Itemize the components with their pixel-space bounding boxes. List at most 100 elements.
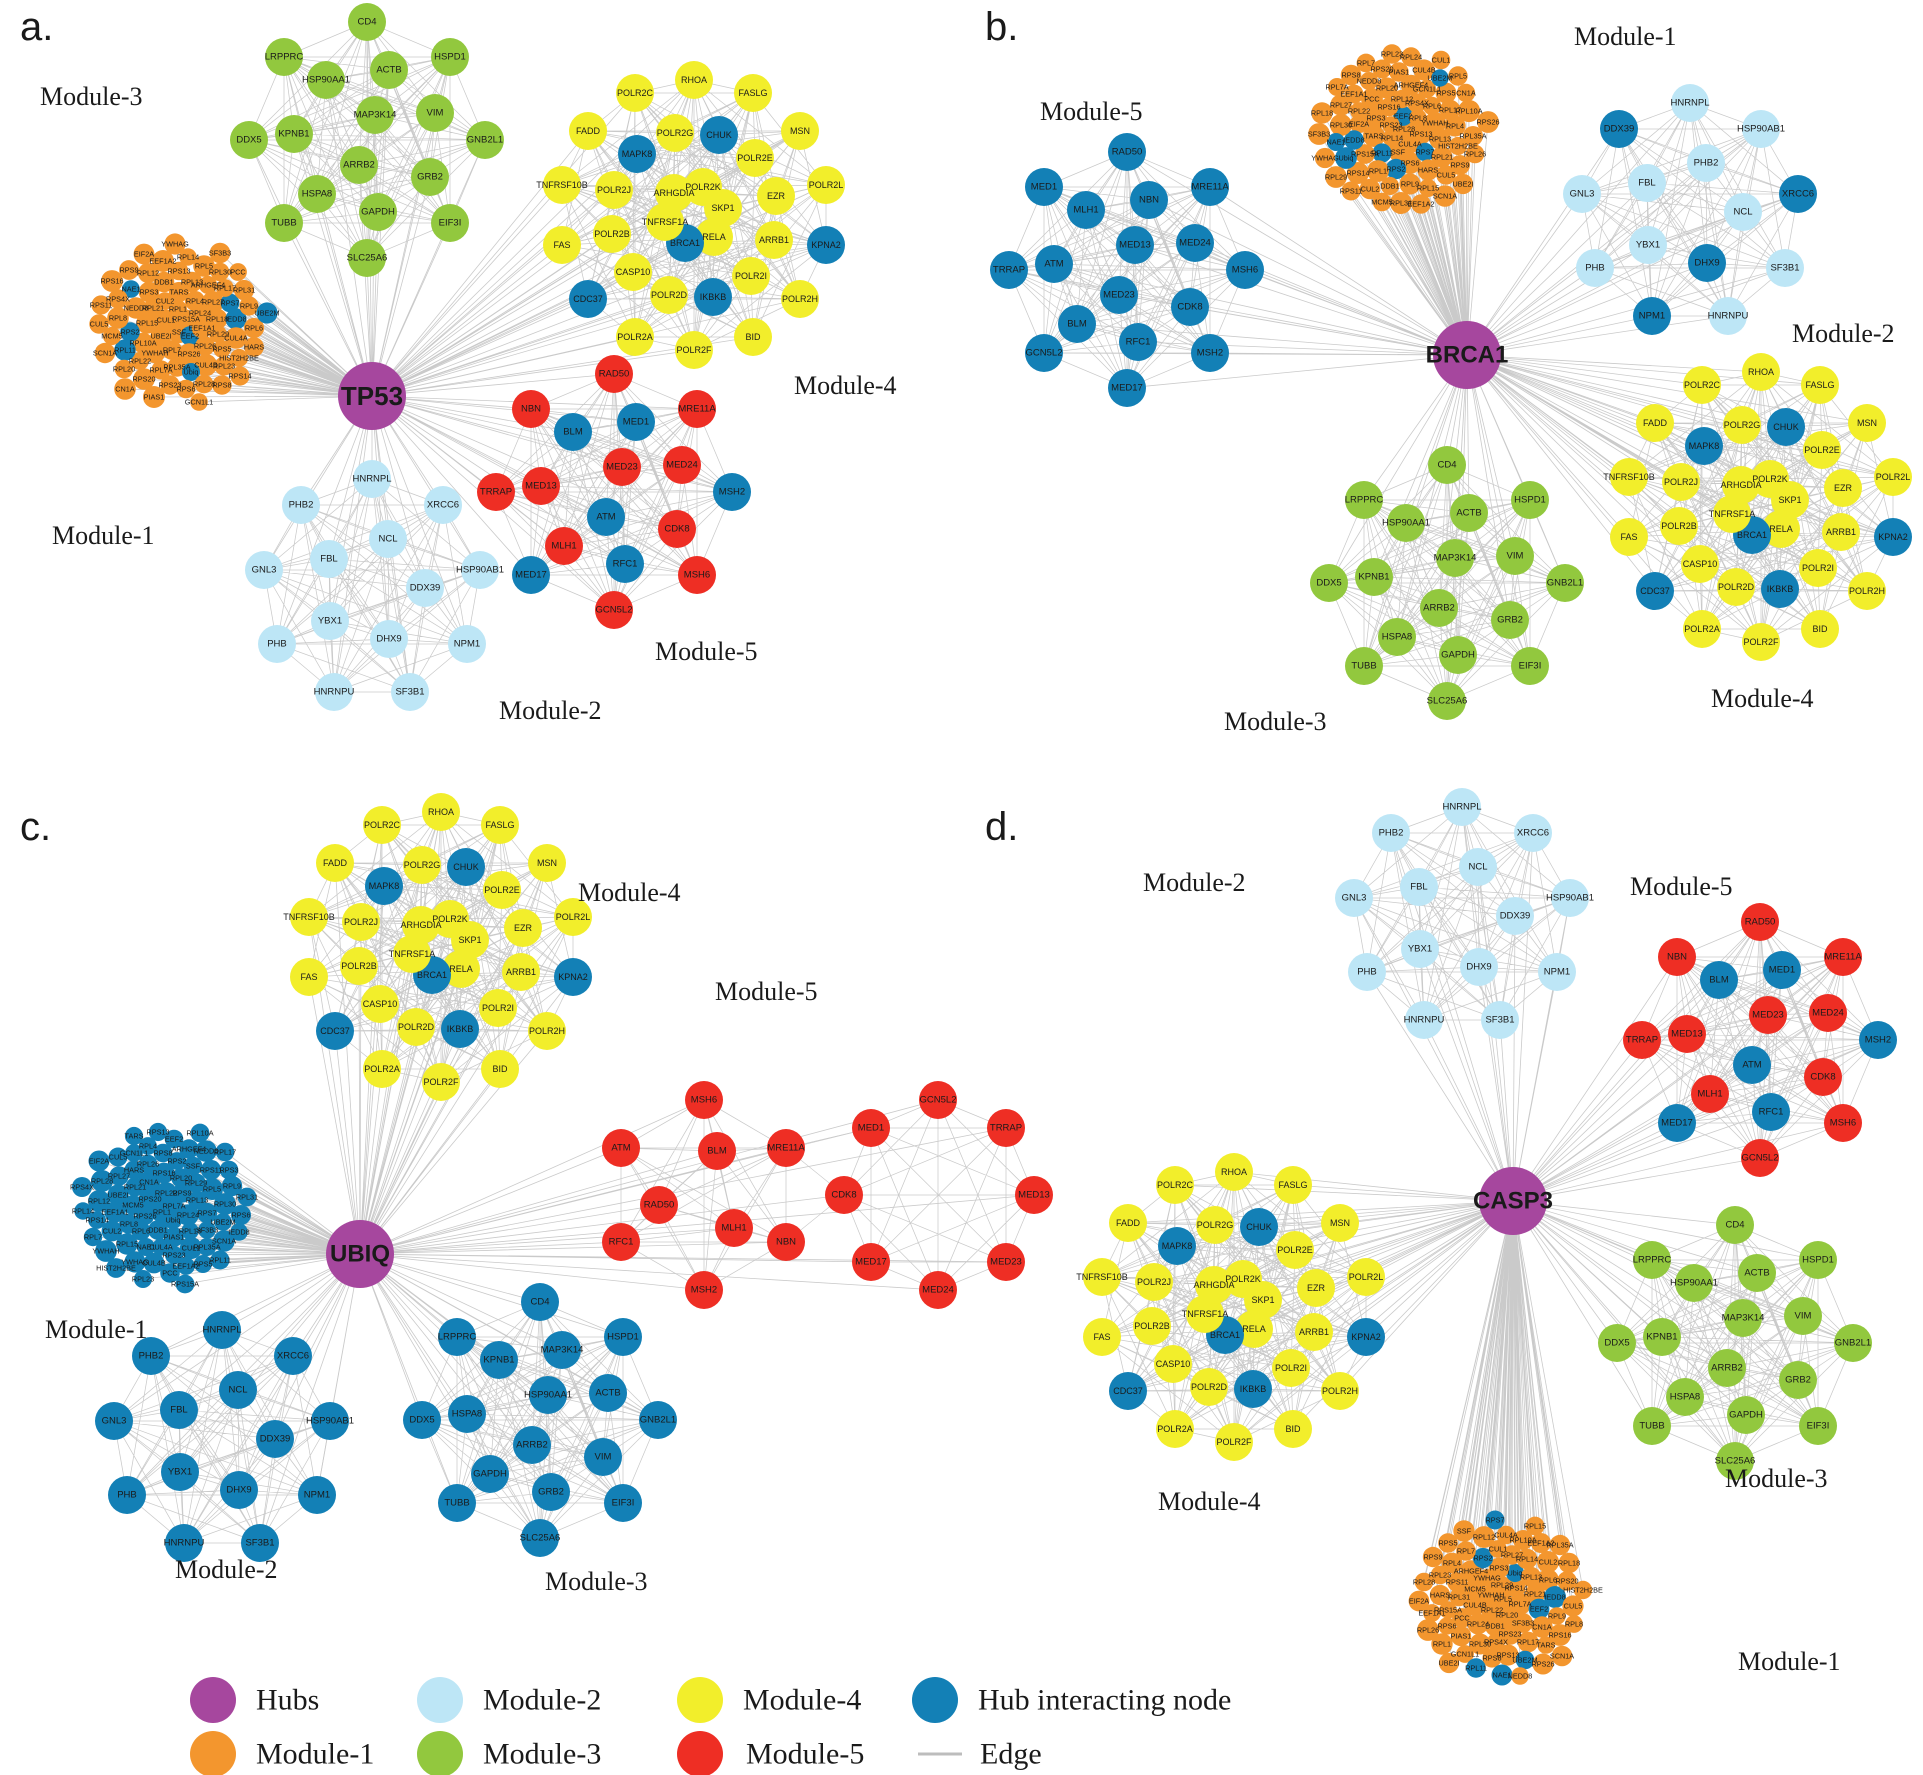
svg-text:CDK8: CDK8	[1810, 1072, 1835, 1083]
svg-text:RPL14: RPL14	[177, 253, 199, 262]
svg-text:RPL4: RPL4	[1443, 1559, 1461, 1568]
svg-text:EEF1A2: EEF1A2	[1407, 200, 1434, 209]
svg-text:FBL: FBL	[1410, 882, 1427, 893]
svg-text:RPS16: RPS16	[152, 1169, 175, 1178]
svg-text:RPL14: RPL14	[72, 1207, 94, 1216]
svg-text:HIST2H2BE: HIST2H2BE	[96, 1264, 136, 1273]
svg-text:YBX1: YBX1	[168, 1467, 192, 1478]
svg-text:POLR2C: POLR2C	[1157, 1180, 1194, 1190]
svg-text:RPL27: RPL27	[1330, 101, 1352, 110]
svg-text:RPL13: RPL13	[186, 1196, 208, 1205]
svg-text:EZR: EZR	[514, 923, 533, 933]
svg-text:MED24: MED24	[922, 1285, 954, 1296]
svg-text:POLR2A: POLR2A	[617, 332, 653, 342]
svg-text:NAE1: NAE1	[136, 1243, 155, 1252]
svg-text:GRB2: GRB2	[1785, 1375, 1811, 1386]
svg-text:GAPDH: GAPDH	[1729, 1410, 1763, 1421]
svg-text:RELA: RELA	[1242, 1324, 1266, 1334]
svg-text:YBX1: YBX1	[318, 616, 342, 627]
svg-text:Module-2: Module-2	[483, 1684, 601, 1717]
svg-text:TARS: TARS	[125, 1132, 144, 1141]
svg-text:RPL23: RPL23	[132, 1275, 154, 1284]
svg-text:RPL30: RPL30	[1330, 121, 1352, 130]
svg-text:HNRNPL: HNRNPL	[352, 474, 391, 485]
svg-text:CD4: CD4	[530, 1297, 549, 1308]
svg-text:CASP10: CASP10	[363, 999, 398, 1009]
svg-text:FASLG: FASLG	[1278, 1180, 1307, 1190]
svg-text:RPS16: RPS16	[1377, 103, 1400, 112]
svg-text:EIF2A: EIF2A	[89, 1157, 109, 1166]
svg-text:FADD: FADD	[1116, 1218, 1141, 1228]
svg-text:POLR2D: POLR2D	[398, 1022, 435, 1032]
svg-text:HNRNPU: HNRNPU	[1708, 311, 1749, 322]
svg-text:POLR2B: POLR2B	[1134, 1321, 1170, 1331]
svg-text:XRCC6: XRCC6	[427, 500, 459, 511]
svg-text:MSN: MSN	[1330, 1218, 1350, 1228]
svg-text:BRCA1: BRCA1	[670, 238, 700, 248]
svg-text:HSP90AB1: HSP90AB1	[306, 1416, 354, 1427]
svg-text:HNRNPL: HNRNPL	[1442, 802, 1481, 813]
svg-text:RPL8: RPL8	[109, 314, 127, 323]
svg-text:RAD50: RAD50	[599, 369, 630, 380]
svg-text:EEF1A1: EEF1A1	[1418, 1609, 1445, 1618]
svg-text:SF3B3: SF3B3	[1308, 130, 1330, 139]
svg-text:FASLG: FASLG	[1805, 380, 1834, 390]
svg-text:ARHGDIA: ARHGDIA	[1720, 480, 1761, 490]
svg-text:HSP90AA1: HSP90AA1	[1670, 1278, 1718, 1289]
svg-text:BRCA1: BRCA1	[1210, 1330, 1240, 1340]
svg-text:DDB1: DDB1	[1380, 182, 1399, 191]
svg-text:DDX5: DDX5	[409, 1415, 434, 1426]
svg-text:RPL1: RPL1	[1433, 1640, 1451, 1649]
svg-text:RHOA: RHOA	[1748, 367, 1774, 377]
svg-text:KPNA2: KPNA2	[1878, 532, 1908, 542]
svg-text:BID: BID	[745, 332, 761, 342]
svg-text:Module-4: Module-4	[743, 1684, 861, 1717]
svg-text:MAPK8: MAPK8	[369, 881, 400, 891]
svg-text:GCN1L1: GCN1L1	[185, 398, 213, 407]
svg-text:Module-2: Module-2	[499, 696, 602, 725]
svg-text:RPS26: RPS26	[177, 350, 200, 359]
svg-text:IKBKB: IKBKB	[1240, 1384, 1267, 1394]
svg-text:DDX5: DDX5	[1604, 1338, 1629, 1349]
svg-text:RPL8: RPL8	[120, 1220, 138, 1229]
svg-text:IKBKB: IKBKB	[1767, 584, 1794, 594]
svg-text:VIM: VIM	[427, 108, 444, 119]
svg-text:GNL3: GNL3	[1570, 189, 1595, 200]
svg-text:RPL11: RPL11	[209, 1256, 231, 1265]
svg-text:HSP90AB1: HSP90AB1	[1546, 893, 1594, 904]
svg-text:Module-5: Module-5	[1630, 872, 1733, 901]
svg-text:RPL14: RPL14	[1516, 1555, 1538, 1564]
svg-text:FADD: FADD	[1643, 418, 1668, 428]
svg-text:HNRNPU: HNRNPU	[314, 687, 355, 698]
svg-text:MED13: MED13	[1119, 240, 1151, 251]
svg-text:RPS6: RPS6	[231, 1211, 250, 1220]
svg-text:SCN1A: SCN1A	[1550, 1652, 1574, 1661]
svg-text:NPM1: NPM1	[1544, 967, 1570, 978]
svg-text:SF3B1: SF3B1	[1770, 263, 1799, 274]
svg-text:FAS: FAS	[1093, 1332, 1110, 1342]
svg-text:RPL31: RPL31	[236, 1193, 258, 1202]
svg-text:RPL30: RPL30	[214, 1200, 236, 1209]
svg-text:MAP3K14: MAP3K14	[541, 1345, 584, 1356]
svg-text:SF3B3: SF3B3	[209, 249, 231, 258]
svg-text:Module-1: Module-1	[45, 1315, 148, 1344]
svg-text:RPL15: RPL15	[1524, 1522, 1546, 1531]
svg-text:NBN: NBN	[521, 404, 541, 415]
svg-text:GCN1L1: GCN1L1	[1451, 1650, 1479, 1659]
svg-text:GNL3: GNL3	[102, 1416, 127, 1427]
svg-text:SF3B3: SF3B3	[196, 1226, 218, 1235]
svg-text:EEF2: EEF2	[1530, 1605, 1548, 1614]
svg-text:POLR2F: POLR2F	[1743, 637, 1779, 647]
svg-text:RPS3: RPS3	[219, 1166, 238, 1175]
svg-text:Module-3: Module-3	[40, 82, 143, 111]
svg-text:SSF: SSF	[1457, 1527, 1472, 1536]
svg-text:ATM: ATM	[596, 512, 615, 523]
svg-text:DDX5: DDX5	[1316, 578, 1341, 589]
svg-text:MAP3K14: MAP3K14	[1434, 553, 1477, 564]
svg-text:TRRAP: TRRAP	[480, 487, 512, 498]
svg-text:POLR2A: POLR2A	[1684, 624, 1720, 634]
svg-text:GAPDH: GAPDH	[473, 1469, 507, 1480]
svg-text:EZR: EZR	[767, 191, 786, 201]
svg-text:RPL8: RPL8	[1565, 1620, 1583, 1629]
svg-text:RPL9: RPL9	[1548, 1612, 1566, 1621]
